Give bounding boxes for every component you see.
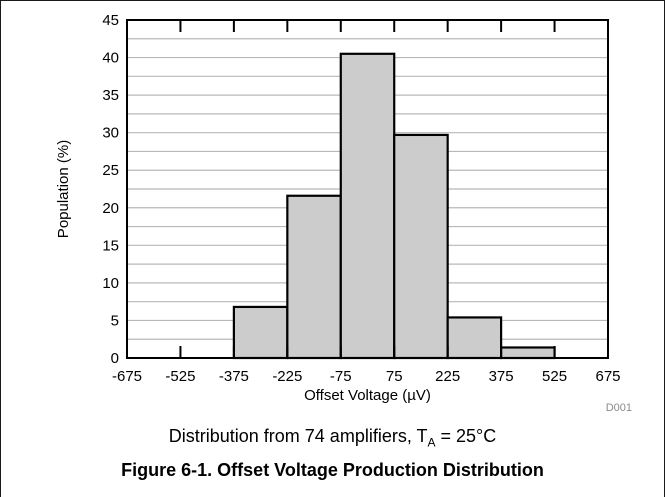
y-tick-labels: 0 5 10 15 20 25 30 35 40 45 xyxy=(102,12,119,367)
histogram-chart: 0 5 10 15 20 25 30 35 40 45 -675 -525 -375 -225 -75 75… xyxy=(55,12,632,414)
x-tick-labels: -675 -525 -375 -225 -75 75 225 375 525 675 xyxy=(112,368,621,385)
caption-prefix: Distribution from 74 amplifiers, T xyxy=(168,426,428,446)
y-tick-label: 30 xyxy=(102,125,119,142)
x-tick-label: -75 xyxy=(330,368,352,385)
caption-subscript: A xyxy=(427,435,436,450)
y-tick-label: 20 xyxy=(102,200,119,217)
x-tick-label: 75 xyxy=(386,368,403,385)
histogram-bar xyxy=(339,52,396,360)
histogram-bar xyxy=(232,305,289,360)
y-tick-label: 40 xyxy=(102,50,119,67)
y-tick-label: 35 xyxy=(102,87,119,104)
histogram-bar xyxy=(446,316,503,360)
figure-code-label: D001 xyxy=(606,402,632,414)
tick-marks xyxy=(126,20,609,358)
histogram-bar xyxy=(286,194,342,360)
x-tick-label: 525 xyxy=(542,368,567,385)
y-tick-label: 25 xyxy=(102,162,119,179)
plot-area-border xyxy=(126,19,609,359)
y-tick-label: 5 xyxy=(111,312,119,329)
y-tick-label: 10 xyxy=(102,275,119,292)
caption-suffix: = 25°C xyxy=(435,426,497,446)
x-axis-label: Offset Voltage (µV) xyxy=(304,387,431,404)
x-tick-label: -675 xyxy=(112,368,142,385)
x-tick-label: 375 xyxy=(489,368,514,385)
chart-caption: Distribution from 74 amplifiers, TA = 25… xyxy=(0,426,665,450)
histogram-bars xyxy=(232,52,556,360)
x-tick-label: 675 xyxy=(595,368,620,385)
figure-title: Figure 6-1. Offset Voltage Production Di… xyxy=(121,460,544,480)
x-tick-label: -225 xyxy=(272,368,302,385)
histogram-bar xyxy=(393,133,449,360)
y-tick-label: 15 xyxy=(102,237,119,254)
x-tick-label: -525 xyxy=(165,368,195,385)
histogram-bar xyxy=(500,346,556,360)
y-axis-label: Population (%) xyxy=(55,140,72,238)
y-tick-label: 0 xyxy=(111,350,119,367)
x-tick-label: -375 xyxy=(219,368,249,385)
x-tick-label: 225 xyxy=(435,368,460,385)
y-tick-label: 45 xyxy=(102,12,119,29)
